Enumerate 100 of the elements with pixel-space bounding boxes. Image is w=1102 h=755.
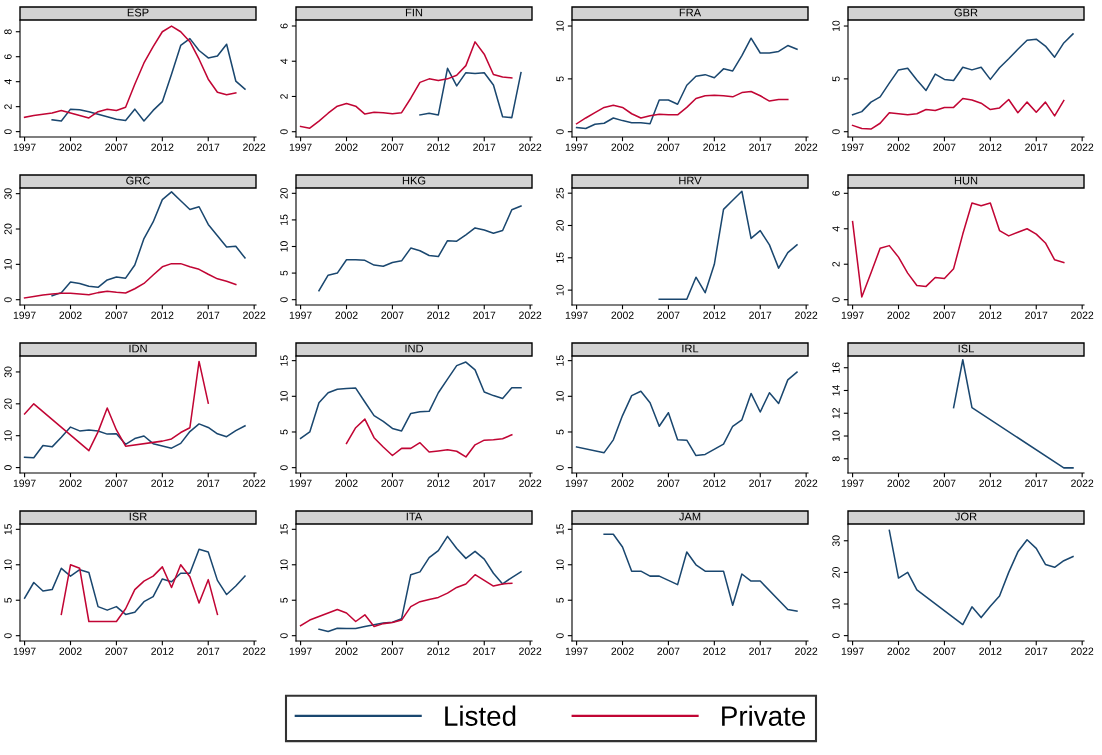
y-tick-label: 10	[280, 241, 288, 252]
y-tick-label: 10	[556, 284, 564, 296]
line-series	[318, 205, 522, 292]
y-tick-label: 20	[280, 187, 288, 199]
y-tick-label: 10	[280, 559, 288, 570]
x-tick-label: 1997	[841, 647, 864, 655]
chart-title: ISL	[958, 344, 974, 353]
y-tick-label: 15	[280, 355, 288, 366]
line-series	[419, 67, 522, 119]
x-tick-label: 2022	[243, 647, 266, 655]
y-tick-label: 0	[556, 465, 564, 471]
y-tick-label: 2	[280, 94, 288, 99]
x-tick-label: 2017	[1025, 647, 1048, 655]
y-tick-label: 2	[832, 261, 840, 267]
x-tick-label: 2007	[657, 311, 680, 319]
y-tick-label: 10	[556, 390, 564, 402]
x-tick-label: 2022	[243, 143, 266, 151]
x-tick-label: 2022	[795, 479, 818, 487]
y-tick-label: 0	[4, 633, 12, 639]
y-tick-label: 0	[4, 129, 12, 135]
line-series	[658, 190, 798, 300]
x-tick-label: 2017	[473, 479, 496, 487]
x-tick-label: 2007	[105, 311, 128, 319]
legend-label: Listed	[445, 705, 516, 726]
x-tick-label: 1997	[841, 311, 864, 319]
x-tick-label: 2002	[887, 479, 910, 487]
line-series	[851, 33, 1074, 116]
x-tick-label: 2012	[427, 479, 450, 487]
y-tick-label: 20	[4, 398, 12, 410]
x-tick-label: 2007	[381, 647, 404, 655]
x-tick-label: 2007	[381, 143, 404, 151]
x-tick-label: 2002	[887, 647, 910, 655]
x-tick-label: 2007	[657, 479, 680, 487]
x-tick-label: 2022	[1071, 647, 1094, 655]
x-tick-label: 2022	[795, 311, 818, 319]
x-tick-label: 2022	[243, 311, 266, 319]
x-tick-label: 2012	[703, 143, 726, 151]
x-tick-label: 2007	[657, 143, 680, 151]
x-tick-label: 2007	[105, 647, 128, 655]
y-tick-label: 0	[832, 129, 840, 135]
y-tick-label: 5	[832, 76, 840, 82]
x-tick-label: 2007	[933, 311, 956, 319]
x-tick-label: 2002	[611, 143, 634, 151]
x-tick-label: 2012	[151, 479, 174, 487]
x-tick-label: 1997	[841, 143, 864, 151]
line-series	[318, 535, 522, 633]
x-tick-label: 2012	[703, 647, 726, 655]
y-tick-label: 10	[4, 430, 12, 441]
y-tick-label: 5	[280, 270, 288, 276]
x-tick-label: 2012	[703, 479, 726, 487]
y-tick-label: 8	[832, 456, 840, 462]
x-tick-label: 2012	[151, 143, 174, 151]
chart-title: ESP	[127, 8, 149, 17]
x-tick-label: 2007	[381, 479, 404, 487]
chart-title: GRC	[126, 176, 150, 185]
x-tick-label: 2022	[1071, 143, 1094, 151]
y-tick-label: 10	[556, 559, 564, 570]
chart-title: ISR	[129, 512, 147, 521]
chart-title: JAM	[679, 512, 701, 521]
y-tick-label: 15	[556, 355, 564, 366]
y-tick-label: 0	[280, 297, 288, 303]
x-tick-label: 1997	[565, 647, 588, 655]
x-tick-label: 2002	[611, 647, 634, 655]
y-tick-label: 15	[556, 252, 564, 263]
line-series	[23, 423, 246, 459]
y-tick-label: 30	[4, 188, 12, 200]
y-tick-label: 0	[556, 633, 564, 639]
y-tick-label: 0	[280, 633, 288, 639]
y-tick-label: 10	[4, 559, 12, 570]
y-tick-label: 0	[280, 129, 288, 135]
y-tick-label: 15	[4, 523, 12, 535]
y-tick-label: 10	[4, 258, 12, 270]
line-series	[23, 262, 237, 299]
x-tick-label: 2002	[335, 479, 358, 487]
x-tick-label: 2017	[1025, 311, 1048, 319]
y-tick-label: 15	[556, 523, 564, 535]
x-tick-label: 2007	[657, 647, 680, 655]
line-series	[851, 97, 1065, 130]
x-tick-label: 2017	[749, 647, 772, 655]
y-tick-label: 10	[832, 430, 840, 442]
x-tick-label: 2012	[427, 143, 450, 151]
x-tick-label: 2012	[427, 311, 450, 319]
x-tick-label: 2017	[749, 479, 772, 487]
x-tick-label: 2017	[197, 311, 220, 319]
y-tick-label: 5	[556, 597, 564, 603]
x-tick-label: 2017	[1025, 479, 1048, 487]
y-tick-label: 14	[832, 385, 840, 396]
y-tick-label: 0	[4, 297, 12, 303]
y-tick-label: 10	[832, 20, 840, 32]
x-tick-label: 2007	[105, 479, 128, 487]
y-tick-label: 0	[832, 297, 840, 303]
chart-title: IDN	[129, 344, 147, 353]
x-tick-label: 1997	[289, 479, 312, 487]
y-tick-label: 6	[832, 190, 840, 196]
x-tick-label: 1997	[565, 143, 588, 151]
y-tick-label: 5	[280, 429, 288, 435]
line-series	[51, 37, 246, 122]
x-tick-label: 2017	[197, 479, 220, 487]
x-tick-label: 2002	[335, 143, 358, 151]
y-tick-label: 12	[832, 407, 840, 419]
